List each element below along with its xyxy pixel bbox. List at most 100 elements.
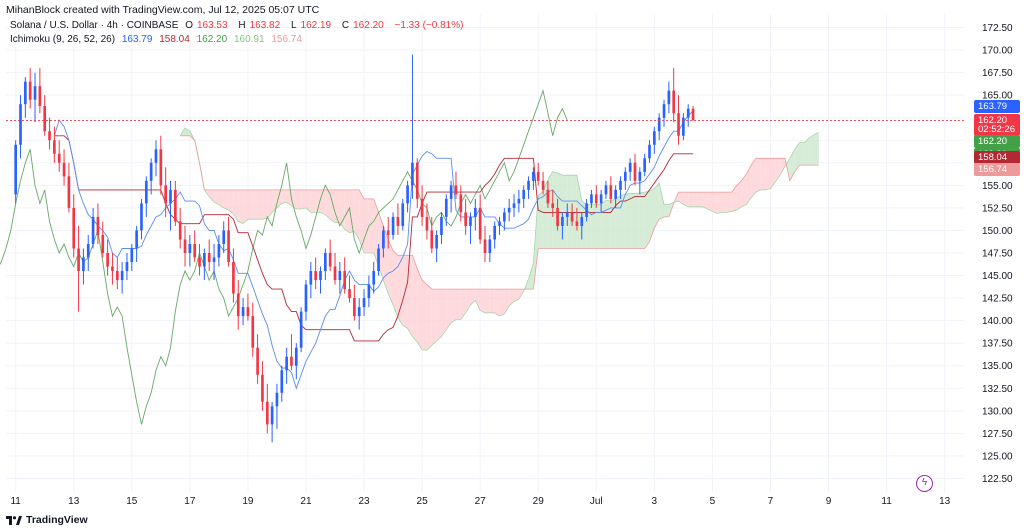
x-tick-label: 13 xyxy=(939,496,951,507)
candle-body xyxy=(265,401,269,425)
candle-body xyxy=(343,271,347,290)
cloud-segment xyxy=(325,189,331,220)
candle-body xyxy=(324,253,327,272)
candle xyxy=(619,176,622,199)
candle xyxy=(623,167,627,190)
candle-body xyxy=(449,185,453,199)
candle-body xyxy=(256,347,259,375)
candle-body xyxy=(246,307,250,317)
cloud-segment xyxy=(693,192,698,207)
x-tick-label: 29 xyxy=(533,496,545,507)
candle-body xyxy=(585,203,588,217)
candle xyxy=(372,262,376,294)
x-tick-label: 13 xyxy=(68,496,80,507)
candle-body xyxy=(328,253,332,267)
cloud-segment xyxy=(460,289,466,320)
ichimoku-legend[interactable]: Ichimoku (9, 26, 52, 26) 163.79 158.04 1… xyxy=(10,34,306,45)
price-tag: 162.20 xyxy=(974,134,1020,148)
cloud-segment xyxy=(252,189,258,220)
candle xyxy=(285,347,288,384)
candle xyxy=(140,198,143,240)
candle-body xyxy=(294,347,298,366)
candle xyxy=(551,189,555,217)
candle-body xyxy=(551,203,555,208)
candle-body xyxy=(493,225,497,240)
x-tick-label: 25 xyxy=(417,496,429,507)
lightning-icon[interactable]: ϟ xyxy=(916,475,933,492)
candle-body xyxy=(241,307,245,317)
candle xyxy=(125,253,129,281)
candle-body xyxy=(299,311,303,348)
candle xyxy=(144,176,148,217)
candle-body xyxy=(628,162,632,172)
candle xyxy=(164,167,167,217)
indicator-name: Ichimoku (9, 26, 52, 26) xyxy=(10,34,116,45)
cloud-segment xyxy=(243,189,248,224)
y-tick-label: 140.00 xyxy=(982,316,1013,327)
candle xyxy=(96,203,100,244)
candle-body xyxy=(522,189,526,199)
candle-body xyxy=(91,216,95,244)
candle-body xyxy=(14,144,18,195)
candle xyxy=(178,207,182,249)
tradingview-logo[interactable]: TradingView xyxy=(6,514,88,526)
candle xyxy=(691,105,695,121)
candle-body xyxy=(614,189,617,199)
candle xyxy=(599,189,603,213)
candle-body xyxy=(527,180,530,190)
candle-body xyxy=(353,298,356,317)
time-axis[interactable]: 11 13 15 17 19 21 23 25 27 29 Jul 3 5 7 9 11 13 xyxy=(10,496,950,507)
candle xyxy=(280,365,284,402)
y-tick-label: 170.00 xyxy=(982,46,1013,57)
candle xyxy=(101,221,105,258)
y-tick-label: 165.00 xyxy=(982,91,1013,102)
candle-body xyxy=(454,185,458,195)
cloud-segment xyxy=(591,204,597,249)
candle xyxy=(319,266,322,294)
cloud-segment xyxy=(688,192,694,207)
cloud-segment xyxy=(567,175,573,249)
candle xyxy=(251,302,255,357)
cloud-segment xyxy=(281,189,287,204)
candle-body xyxy=(28,81,32,100)
candle-body xyxy=(546,189,550,204)
candle-body xyxy=(590,194,593,204)
x-tick-label: 3 xyxy=(652,496,658,507)
candle xyxy=(444,194,448,226)
candle-body xyxy=(623,171,627,181)
candle-body xyxy=(638,171,642,181)
candle-body xyxy=(86,243,90,258)
candle xyxy=(430,216,434,253)
cloud-segment xyxy=(185,127,190,136)
candle xyxy=(377,243,380,276)
cloud-segment xyxy=(780,158,785,176)
candle xyxy=(28,68,32,109)
cloud-segment xyxy=(538,190,544,249)
candle xyxy=(517,189,521,213)
candle-body xyxy=(425,216,429,231)
candle-body xyxy=(507,207,511,213)
symbol-legend[interactable]: Solana / U.S. Dollar · 4h · COINBASE O 16… xyxy=(10,20,467,31)
candle-body xyxy=(164,185,167,204)
candle xyxy=(294,343,298,380)
candle-body xyxy=(667,90,671,105)
y-tick-label: 145.00 xyxy=(982,271,1013,282)
cloud-segment xyxy=(620,194,626,249)
candle-body xyxy=(536,171,540,181)
cloud-segment xyxy=(446,289,452,330)
candle-body xyxy=(227,230,230,263)
candle xyxy=(270,401,274,443)
price-axis[interactable]: 122.50 125.00 127.50 130.00 132.50 135.00 137.… xyxy=(982,23,1013,485)
candle xyxy=(657,113,661,141)
cloud-segment xyxy=(426,284,432,350)
candle-body xyxy=(178,221,182,240)
x-tick-label: 27 xyxy=(475,496,487,507)
candles xyxy=(14,54,695,443)
candle-body xyxy=(473,207,477,217)
candle-body xyxy=(251,316,255,348)
candle xyxy=(643,153,646,177)
candle-body xyxy=(391,216,395,235)
candle-body xyxy=(154,149,158,163)
tradingview-mark-icon xyxy=(6,515,22,525)
